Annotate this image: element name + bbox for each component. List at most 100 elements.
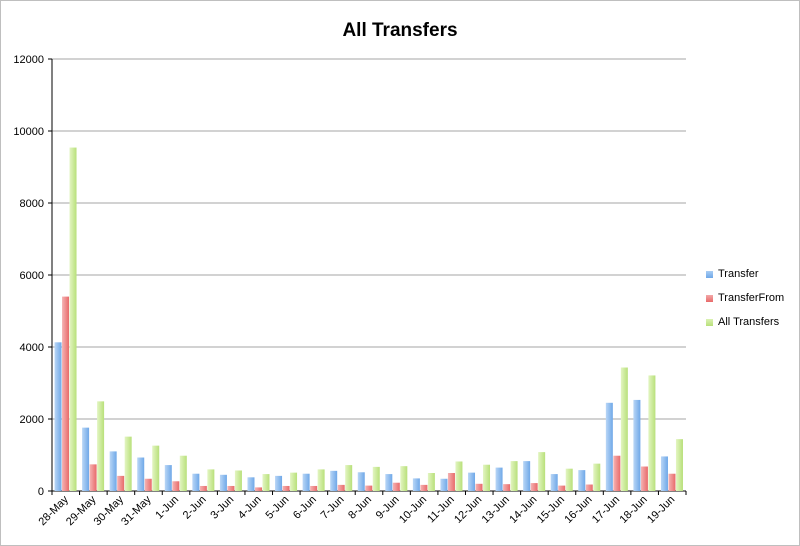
bar-transfer [275, 475, 283, 491]
bar-transfer [660, 456, 668, 491]
bar-all-transfers [290, 472, 298, 491]
bar-all-transfers [69, 147, 77, 491]
bar-transfer [523, 461, 531, 491]
bar-transferfrom [585, 484, 593, 491]
x-tick-label: 13-Jun [480, 494, 512, 526]
bar-all-transfers [372, 466, 380, 491]
bar-all-transfers [648, 375, 656, 491]
bar-transfer [164, 465, 172, 491]
y-tick-label: 12000 [13, 54, 44, 66]
bar-transferfrom [530, 483, 538, 491]
bar-all-transfers [97, 401, 105, 491]
bar-transferfrom [337, 484, 345, 491]
x-tick-label: 12-Jun [452, 494, 484, 526]
bar-transfer [412, 478, 420, 491]
bar-all-transfers [400, 466, 408, 491]
x-tick-label: 3-Jun [208, 494, 236, 522]
y-tick-label: 6000 [20, 270, 44, 282]
legend-swatch-all-transfers [706, 318, 713, 326]
bar-all-transfers [455, 461, 463, 491]
x-tick-label: 17-Jun [590, 494, 622, 526]
bar-all-transfers [317, 469, 325, 491]
bar-all-transfers [179, 455, 187, 491]
chart-legend: Transfer TransferFrom All Transfers [706, 262, 784, 334]
bar-transfer [440, 478, 448, 491]
bar-transfer [385, 474, 393, 491]
bar-transfer [330, 470, 338, 491]
bar-all-transfers [483, 464, 491, 491]
legend-label-all-transfers: All Transfers [718, 316, 780, 328]
y-tick-label: 0 [38, 486, 44, 498]
bar-transfer [357, 472, 365, 491]
legend-item-transfer: Transfer [706, 262, 784, 286]
bar-all-transfers [538, 452, 546, 491]
x-tick-label: 18-Jun [618, 494, 650, 526]
bar-all-transfers [234, 470, 242, 491]
bar-all-transfers [427, 473, 435, 491]
bar-transferfrom [310, 485, 318, 491]
x-tick-label: 16-Jun [562, 494, 594, 526]
bar-transferfrom [668, 473, 676, 491]
bar-transferfrom [117, 475, 125, 491]
bar-all-transfers [152, 445, 160, 491]
x-tick-label: 10-Jun [397, 494, 429, 526]
bar-transferfrom [392, 482, 400, 491]
bar-transferfrom [282, 485, 290, 491]
bar-transfer [605, 402, 613, 491]
bar-transferfrom [254, 487, 262, 491]
bar-transfer [109, 451, 117, 491]
y-tick-label: 4000 [20, 342, 44, 354]
y-tick-label: 2000 [20, 414, 44, 426]
legend-label-transferfrom: TransferFrom [718, 292, 785, 304]
bar-transferfrom [503, 484, 511, 491]
legend-item-all-transfers: All Transfers [706, 310, 784, 334]
bar-transfer [247, 477, 255, 491]
legend-swatch-transfer [706, 270, 713, 278]
bar-transfer [468, 472, 476, 491]
legend-swatch-transferfrom [706, 294, 713, 302]
bar-all-transfers [675, 439, 683, 491]
bar-transferfrom [199, 485, 207, 491]
y-tick-label: 10000 [13, 126, 44, 138]
x-tick-label: 7-Jun [319, 494, 347, 522]
bar-transfer [192, 473, 200, 491]
x-tick-label: 11-Jun [425, 494, 457, 526]
bar-transferfrom [227, 485, 235, 491]
bar-transferfrom [475, 483, 483, 491]
x-tick-label: 14-Jun [507, 494, 539, 526]
bar-all-transfers [593, 463, 601, 491]
x-tick-label: 1-Jun [153, 494, 181, 522]
x-tick-label: 2-Jun [181, 494, 209, 522]
bar-transferfrom [558, 485, 566, 491]
bar-transferfrom [89, 464, 97, 491]
x-tick-label: 19-Jun [645, 494, 677, 526]
bar-transfer [82, 427, 90, 491]
bar-transfer [550, 474, 558, 491]
bar-transferfrom [365, 485, 373, 491]
legend-item-transferfrom: TransferFrom [706, 286, 784, 310]
bar-transferfrom [144, 478, 152, 491]
bar-all-transfers [124, 436, 132, 491]
bar-transfer [495, 467, 503, 491]
bar-transferfrom [447, 473, 455, 491]
bar-all-transfers [262, 474, 270, 491]
bar-transfer [578, 470, 586, 491]
bar-transferfrom [640, 466, 648, 491]
bar-transfer [302, 473, 310, 491]
x-tick-label: 4-Jun [236, 494, 264, 522]
bar-all-transfers [620, 367, 628, 491]
x-tick-label: 31-May [119, 493, 154, 528]
bar-transferfrom [172, 481, 180, 491]
bar-transfer [54, 342, 62, 491]
x-tick-label: 8-Jun [346, 494, 374, 522]
bar-transfer [219, 474, 227, 491]
legend-label-transfer: Transfer [718, 268, 759, 280]
bar-all-transfers [565, 468, 573, 491]
x-tick-label: 6-Jun [291, 494, 319, 522]
x-tick-label: 5-Jun [263, 494, 291, 522]
chart-title: All Transfers [342, 20, 458, 41]
bar-transferfrom [613, 455, 621, 491]
bar-transfer [633, 399, 641, 491]
